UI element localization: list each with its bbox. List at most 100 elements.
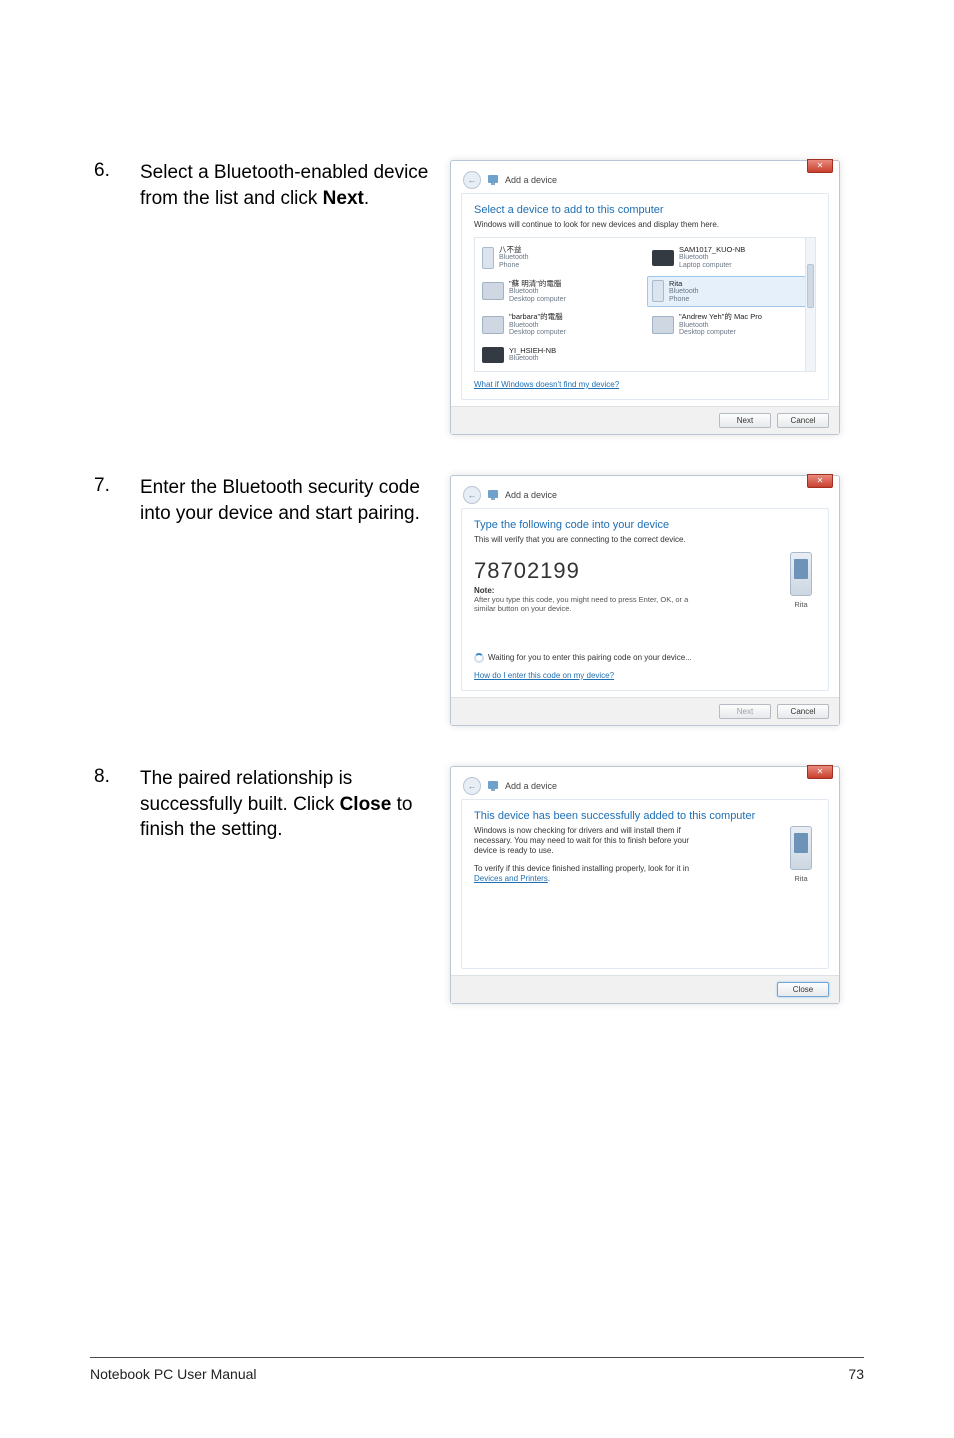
help-link[interactable]: What if Windows doesn't find my device? <box>474 380 619 389</box>
code-column: 78702199 Note: After you type this code,… <box>474 552 704 613</box>
section-heading: Select a device to add to this computer <box>474 204 816 216</box>
monitor-icon <box>652 316 674 334</box>
laptop-icon <box>652 250 674 266</box>
help-link[interactable]: How do I enter this code on my device? <box>474 671 614 680</box>
dialog-body: Type the following code into your device… <box>461 508 829 691</box>
close-icon[interactable]: ✕ <box>807 474 833 488</box>
phone-preview: Rita <box>786 552 816 609</box>
phone-caption: Rita <box>786 600 816 609</box>
dialog-titlebar: ← Add a device <box>451 161 839 193</box>
device-item[interactable]: "蘇 明清"的電腦BluetoothDesktop computer <box>477 276 643 308</box>
step-text: The paired relationship is successfully … <box>140 766 450 843</box>
dialog-footer: Next Cancel <box>451 697 839 725</box>
device-label: YI_HSIEH-NBBluetooth <box>509 347 556 363</box>
monitor-icon <box>482 282 504 300</box>
footer-page-number: 73 <box>848 1366 864 1382</box>
device-item[interactable]: "barbara"的電腦BluetoothDesktop computer <box>477 309 643 341</box>
step-text-pre: Enter the Bluetooth security code into y… <box>140 477 420 524</box>
success-text-col: Windows is now checking for drivers and … <box>474 826 714 892</box>
device-item[interactable]: SAM1017_KUO-NBBluetoothLaptop computer <box>647 242 813 274</box>
note-label: Note: <box>474 586 704 595</box>
step-7: 7. Enter the Bluetooth security code int… <box>90 475 864 726</box>
step-text: Select a Bluetooth-enabled device from t… <box>140 160 450 211</box>
dialog-title: Add a device <box>505 490 557 500</box>
step-text: Enter the Bluetooth security code into y… <box>140 475 450 526</box>
page-content: 6. Select a Bluetooth-enabled device fro… <box>0 0 954 1004</box>
step-number: 7. <box>90 475 140 497</box>
dialog-body: Select a device to add to this computer … <box>461 193 829 400</box>
phone-icon <box>790 552 812 596</box>
device-label: "barbara"的電腦BluetoothDesktop computer <box>509 313 566 337</box>
dialog-column: ✕ ← Add a device This device has been su… <box>450 766 864 1004</box>
step-text-bold: Next <box>323 188 364 209</box>
next-button: Next <box>719 704 771 719</box>
scrollbar[interactable] <box>805 238 815 371</box>
dialog-titlebar: ← Add a device <box>451 767 839 799</box>
dialog-column: ✕ ← Add a device Select a device to add … <box>450 160 864 435</box>
success-paragraph-1: Windows is now checking for drivers and … <box>474 826 714 856</box>
add-device-dialog-success: ✕ ← Add a device This device has been su… <box>450 766 840 1004</box>
back-icon[interactable]: ← <box>463 171 481 189</box>
success-row: Windows is now checking for drivers and … <box>474 826 816 892</box>
dialog-titlebar: ← Add a device <box>451 476 839 508</box>
phone-caption: Rita <box>786 874 816 883</box>
phone-preview: Rita <box>786 826 816 883</box>
device-item[interactable]: 八不益BluetoothPhone <box>477 242 643 274</box>
waiting-status: Waiting for you to enter this pairing co… <box>474 653 816 663</box>
phone-icon <box>482 247 494 269</box>
dialog-column: ✕ ← Add a device Type the following code… <box>450 475 864 726</box>
phone-icon <box>790 826 812 870</box>
device-icon <box>487 780 499 792</box>
add-device-dialog-code: ✕ ← Add a device Type the following code… <box>450 475 840 726</box>
success-paragraph-2: To verify if this device finished instal… <box>474 864 714 884</box>
step-text-pre: The paired relationship is successfully … <box>140 768 352 815</box>
step-6: 6. Select a Bluetooth-enabled device fro… <box>90 160 864 435</box>
device-item[interactable]: YI_HSIEH-NBBluetooth <box>477 343 643 367</box>
close-button[interactable]: Close <box>777 982 829 997</box>
back-icon[interactable]: ← <box>463 486 481 504</box>
code-row: 78702199 Note: After you type this code,… <box>474 552 816 613</box>
cancel-button[interactable]: Cancel <box>777 704 829 719</box>
device-list: 八不益BluetoothPhone SAM1017_KUO-NBBluetooth… <box>474 237 816 372</box>
note-text: After you type this code, you might need… <box>474 595 704 613</box>
section-subtext: This will verify that you are connecting… <box>474 535 816 544</box>
device-label: 八不益BluetoothPhone <box>499 246 529 270</box>
laptop-icon <box>482 347 504 363</box>
section-subtext: Windows will continue to look for new de… <box>474 220 816 229</box>
page-footer: Notebook PC User Manual 73 <box>90 1357 864 1382</box>
step-number: 6. <box>90 160 140 182</box>
device-label: SAM1017_KUO-NBBluetoothLaptop computer <box>679 246 745 270</box>
dialog-title: Add a device <box>505 175 557 185</box>
device-icon <box>487 489 499 501</box>
device-icon <box>487 174 499 186</box>
back-icon: ← <box>463 777 481 795</box>
step-text-bold: Close <box>340 794 392 815</box>
success-p2-pre: To verify if this device finished instal… <box>474 864 689 873</box>
close-icon[interactable]: ✕ <box>807 765 833 779</box>
section-heading: This device has been successfully added … <box>474 810 816 822</box>
next-button[interactable]: Next <box>719 413 771 428</box>
phone-icon <box>652 280 664 302</box>
step-number: 8. <box>90 766 140 788</box>
dialog-footer: Close <box>451 975 839 1003</box>
spinner-icon <box>474 653 484 663</box>
device-label: "Andrew Yeh"的 Mac ProBluetoothDesktop co… <box>679 313 762 337</box>
cancel-button[interactable]: Cancel <box>777 413 829 428</box>
waiting-text: Waiting for you to enter this pairing co… <box>488 653 692 662</box>
monitor-icon <box>482 316 504 334</box>
section-heading: Type the following code into your device <box>474 519 816 531</box>
device-label: "蘇 明清"的電腦BluetoothDesktop computer <box>509 280 566 304</box>
dialog-title: Add a device <box>505 781 557 791</box>
close-icon[interactable]: ✕ <box>807 159 833 173</box>
scrollbar-thumb[interactable] <box>807 264 814 308</box>
footer-left: Notebook PC User Manual <box>90 1366 257 1382</box>
step-8: 8. The paired relationship is successful… <box>90 766 864 1004</box>
add-device-dialog-select: ✕ ← Add a device Select a device to add … <box>450 160 840 435</box>
devices-printers-link[interactable]: Devices and Printers <box>474 874 548 884</box>
device-item[interactable]: RitaBluetoothPhone <box>647 276 813 308</box>
pairing-code: 78702199 <box>474 558 704 584</box>
step-text-post: . <box>364 188 369 209</box>
dialog-body: This device has been successfully added … <box>461 799 829 969</box>
dialog-footer: Next Cancel <box>451 406 839 434</box>
device-item[interactable]: "Andrew Yeh"的 Mac ProBluetoothDesktop co… <box>647 309 813 341</box>
